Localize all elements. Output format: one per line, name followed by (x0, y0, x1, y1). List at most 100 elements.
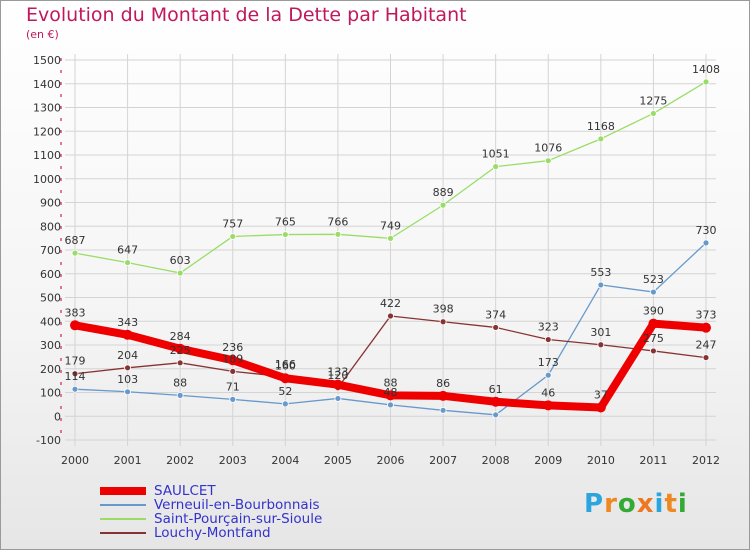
data-label: 373 (696, 309, 717, 322)
data-point (229, 233, 237, 240)
data-label: 1168 (587, 120, 615, 133)
legend-label: Saint-Pourçain-sur-Sioule (154, 511, 323, 527)
data-point (544, 336, 552, 343)
data-label: 1051 (482, 148, 510, 161)
data-label: 343 (117, 316, 138, 329)
x-tick-label: 2005 (324, 454, 352, 467)
data-label: 120 (327, 369, 348, 382)
data-point (597, 341, 605, 349)
logo-letter: t (664, 489, 678, 519)
data-point (122, 329, 133, 340)
x-tick-label: 2000 (61, 454, 89, 467)
data-label: 553 (590, 266, 611, 279)
chart-subtitle: (en €) (26, 28, 59, 41)
data-label: 166 (275, 358, 296, 371)
legend-swatch (100, 504, 146, 506)
data-point (71, 385, 79, 393)
x-tick-label: 2010 (587, 454, 615, 467)
legend-item: Verneuil-en-Bourbonnais (100, 498, 322, 512)
x-tick-label: 2006 (377, 454, 405, 467)
data-point (650, 110, 657, 117)
data-point (124, 388, 131, 396)
x-tick-label: 2012 (692, 454, 720, 467)
legend-label: Verneuil-en-Bourbonnais (154, 497, 320, 513)
legend-swatch (100, 532, 146, 534)
data-point (701, 322, 711, 333)
logo-letter: i (677, 489, 688, 519)
x-tick-label: 2004 (271, 454, 299, 467)
data-point (702, 354, 710, 361)
data-label: 225 (170, 344, 191, 357)
data-label: 374 (485, 308, 506, 321)
data-label: 46 (541, 386, 555, 399)
data-label: 1408 (692, 63, 720, 76)
data-label: 284 (170, 330, 191, 343)
data-point (227, 355, 238, 366)
data-label: 86 (436, 377, 450, 390)
y-tick-label: 800 (40, 220, 61, 233)
data-label: 204 (117, 349, 138, 362)
data-label: 1275 (639, 94, 667, 107)
y-tick-label: 1300 (33, 102, 61, 115)
y-tick-label: 300 (40, 339, 61, 352)
data-label: 301 (590, 326, 611, 339)
data-point (650, 347, 657, 355)
data-point (334, 230, 342, 238)
y-tick-label: 700 (40, 244, 61, 257)
data-point (71, 249, 79, 257)
data-point (334, 395, 342, 402)
data-label: 37 (594, 388, 608, 401)
data-point (597, 135, 605, 143)
data-label: 323 (538, 321, 559, 334)
data-label: 247 (696, 339, 717, 352)
y-tick-label: 500 (40, 292, 61, 305)
x-tick-label: 2008 (482, 454, 510, 467)
legend-item: Saint-Pourçain-sur-Sioule (100, 512, 322, 526)
y-tick-label: 200 (40, 363, 61, 376)
data-label: 189 (222, 352, 243, 365)
data-point (492, 324, 500, 331)
legend-swatch (100, 487, 146, 495)
x-tick-label: 2002 (166, 454, 194, 467)
data-label: 757 (222, 217, 243, 230)
data-point (543, 400, 554, 411)
data-label: 1076 (534, 142, 562, 155)
data-point (595, 402, 606, 413)
data-label: 422 (380, 297, 401, 310)
data-point (702, 239, 710, 247)
data-point (648, 318, 659, 329)
data-label: 173 (538, 356, 559, 369)
data-point (544, 371, 552, 379)
data-point (438, 390, 449, 401)
logo-letter: o (617, 489, 637, 519)
data-point (176, 391, 184, 399)
data-label: 103 (117, 373, 138, 386)
data-point (229, 367, 237, 375)
data-point (281, 400, 289, 408)
y-tick-label: 400 (40, 315, 61, 328)
data-label: 61 (489, 383, 503, 396)
data-point (492, 163, 500, 171)
data-point (492, 411, 500, 419)
chart-title: Evolution du Montant de la Dette par Hab… (26, 4, 467, 26)
data-label: 52 (278, 385, 292, 398)
data-point (387, 312, 394, 320)
data-point (439, 201, 447, 209)
data-point (439, 318, 447, 326)
data-label: 687 (65, 234, 86, 247)
data-point (229, 395, 237, 403)
logo-letter: r (604, 489, 618, 519)
data-label: 133 (327, 366, 348, 379)
x-tick-label: 2007 (429, 454, 457, 467)
data-label: 749 (380, 219, 401, 232)
legend-item: SAULCET (100, 484, 322, 498)
y-tick-label: 900 (40, 197, 61, 210)
data-point (124, 259, 131, 266)
y-tick-label: -100 (36, 434, 61, 447)
data-label: 390 (643, 305, 664, 318)
data-point (490, 396, 501, 407)
legend-label: Louchy-Montfand (154, 525, 271, 541)
data-label: 398 (433, 303, 454, 316)
data-point (597, 281, 605, 289)
